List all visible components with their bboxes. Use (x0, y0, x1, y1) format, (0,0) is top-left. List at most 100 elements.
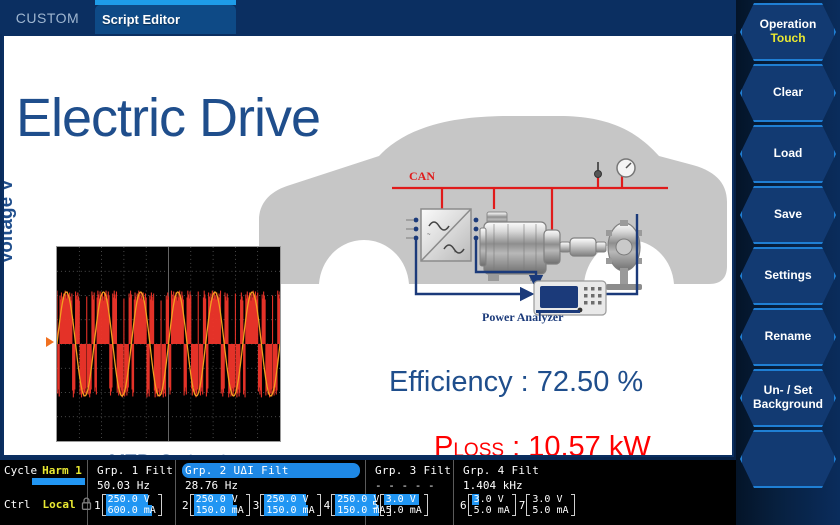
channel-current: 150.0 mA (335, 505, 386, 516)
tab-list: Intro IIntro IIElectric DriveWide vs. Na… (95, 0, 238, 34)
group-frequency: - - - - - (375, 479, 435, 492)
channel-bracket-left (189, 494, 194, 516)
power-analyzer-label: Power Analyzer (482, 310, 564, 324)
tab-bar: CUSTOM Intro IIntro IIElectric DriveWide… (0, 0, 736, 34)
channel-number: 4 (323, 498, 331, 512)
content-panel: Electric Drive (2, 34, 734, 457)
channel-item[interactable]: 2 250.0 V 150.0 mA (182, 494, 250, 516)
measurement-group[interactable]: Grp. 4 Filt 1.404 kHz 6 3.0 V 5.0 mA 7 3.0 V 5.… (454, 460, 624, 525)
svg-text:~: ~ (454, 250, 458, 256)
sidebar-button-empty-7[interactable] (740, 430, 836, 488)
channel-number: 7 (518, 498, 526, 512)
ctrl-row: Ctrl Local (4, 495, 91, 514)
channel-bracket-right (245, 494, 250, 516)
scope-display[interactable] (56, 246, 281, 442)
sidebar-button-operation[interactable]: Operation Touch (740, 3, 836, 61)
channel-number: 3 (252, 498, 260, 512)
drivetrain-diagram: ~ ~ (392, 158, 668, 316)
channel-bracket-left (101, 494, 106, 516)
channel-bracket-right (157, 494, 162, 516)
channel-bracket-right (423, 494, 428, 516)
measurement-group[interactable]: Grp. 3 Filt - - - - - 5 3.0 V 5.0 mA (366, 460, 454, 525)
scope-cursor-marker-icon (46, 337, 54, 347)
channel-voltage: 250.0 V (264, 494, 309, 505)
channel-item[interactable]: 3 250.0 V 150.0 mA (253, 494, 321, 516)
custom-label: CUSTOM (15, 10, 80, 26)
can-bus-label: CAN (409, 169, 435, 183)
sidebar-button-label: Rename (764, 329, 812, 344)
channel-bracket-right (570, 494, 575, 516)
channel-item[interactable]: 6 3.0 V 5.0 mA (460, 494, 516, 516)
group-header: Grp. 3 Filt (375, 464, 452, 477)
sidebar-button-settings[interactable]: Settings (740, 247, 836, 305)
status-bar: Cycle Harm 1 Ctrl Local Grp. 1 Filt 50.03… (0, 460, 736, 525)
sidebar-button-label: Save (773, 207, 803, 222)
ploss-subscript: LOSS (453, 440, 505, 457)
tab-script-editor[interactable]: Script Editor (95, 5, 237, 34)
channel-voltage: 250.0 V (335, 494, 380, 505)
channel-voltage: 3.0 V (383, 494, 424, 505)
channel-values: 3.0 V 5.0 mA (471, 494, 512, 516)
channel-values: 250.0 V 600.0 mA (105, 494, 158, 516)
sidebar-button-label: Un- / Set (763, 383, 813, 398)
efficiency-readout: Efficiency : 72.50 % (389, 366, 644, 398)
sidebar-button-label: Settings (764, 268, 812, 283)
ctrl-label: Ctrl (4, 498, 31, 511)
sidebar-button-label: Clear (772, 85, 804, 100)
channel-bracket-left (526, 494, 531, 516)
channel-item[interactable]: 7 3.0 V 5.0 mA (519, 494, 575, 516)
channel-current: 5.0 mA (473, 505, 510, 516)
channel-number: 5 (372, 498, 379, 512)
channel-number: 2 (182, 498, 189, 512)
channel-number: 6 (460, 498, 467, 512)
channel-bracket-left (331, 494, 336, 516)
ploss-prefix: P (434, 431, 454, 457)
ctrl-value: Local (42, 498, 76, 511)
channel-current: 600.0 mA (105, 505, 156, 516)
sidebar-button-sublabel: Touch (770, 31, 806, 45)
channel-bracket-right (511, 494, 516, 516)
tab-can[interactable]: CAN (95, 0, 237, 5)
group-header: Grp. 1 Filt (97, 464, 174, 477)
sidebar-button-clear[interactable]: Clear (740, 64, 836, 122)
channel-values: 3.0 V 5.0 mA (383, 494, 424, 516)
group-frequency: 50.03 Hz (97, 479, 150, 492)
group-frequency: 1.404 kHz (463, 479, 523, 492)
sidebar: Operation Touch Clear Load Save Settings Renam… (736, 0, 840, 525)
svg-text:~: ~ (427, 232, 431, 238)
scope-x-axis-label: VFD Output (56, 451, 281, 455)
measurement-group[interactable]: Grp. 1 Filt 50.03 Hz 1 250.0 V 600.0 mA (88, 460, 176, 525)
channel-item[interactable]: 1 250.0 V 600.0 mA (94, 494, 162, 516)
channel-bracket-left (467, 494, 472, 516)
channel-values: 3.0 V 5.0 mA (530, 494, 570, 516)
measurement-group[interactable]: Grp. 2 UΔI Filt 28.76 Hz 2 250.0 V 150.0 mA 3… (176, 460, 392, 525)
channel-current: 5.0 mA (385, 505, 422, 516)
cycle-label: Cycle (4, 464, 38, 477)
sidebar-button-un-set-background[interactable]: Un- / Set Background (740, 369, 836, 427)
channel-current: 5.0 mA (532, 505, 569, 516)
channel-voltage: 3.0 V (532, 494, 563, 505)
sidebar-button-save[interactable]: Save (740, 186, 836, 244)
power-loss-readout: PLOSS : 10.57 kW (434, 431, 651, 457)
sidebar-button-label: Load (773, 146, 803, 161)
lock-icon (81, 495, 92, 514)
sidebar-button-load[interactable]: Load (740, 125, 836, 183)
channel-current: 150.0 mA (193, 505, 244, 516)
sidebar-button-label: Operation (759, 17, 817, 32)
channel-number: 1 (94, 498, 101, 512)
sidebar-button-rename[interactable]: Rename (740, 308, 836, 366)
ploss-value: : 10.57 kW (504, 431, 651, 457)
group-header: Grp. 2 UΔI Filt (182, 463, 360, 478)
channel-bracket-left (379, 494, 384, 516)
channel-bracket-left (260, 494, 265, 516)
channel-voltage: 250.0 V (193, 494, 238, 505)
channel-voltage: 250.0 V (105, 494, 150, 505)
channel-item[interactable]: 5 3.0 V 5.0 mA (372, 494, 428, 516)
page-title: Electric Drive (16, 88, 321, 148)
measurement-groups: Grp. 1 Filt 50.03 Hz 1 250.0 V 600.0 mA Grp. … (88, 460, 736, 525)
group-frequency: 28.76 Hz (185, 479, 238, 492)
channel-values: 250.0 V 150.0 mA (193, 494, 246, 516)
cycle-row: Cycle Harm 1 (4, 464, 83, 477)
control-status-section: Cycle Harm 1 Ctrl Local (0, 460, 91, 525)
